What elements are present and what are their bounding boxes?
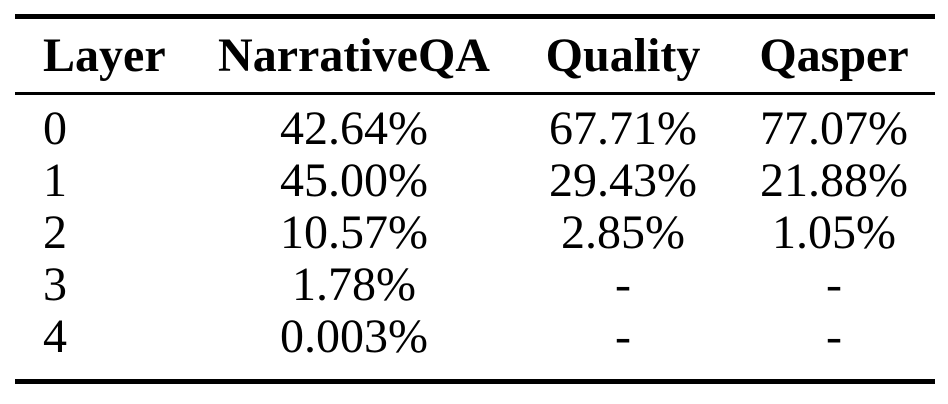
cell-qasper: 21.88% xyxy=(760,154,908,207)
cell-narrativeqa: 10.57% xyxy=(280,206,428,259)
column-header-layer: Layer xyxy=(15,16,195,95)
cell-layer: 4 xyxy=(43,310,67,363)
cell-quality: - xyxy=(615,258,631,311)
cell-narrativeqa: 42.64% xyxy=(280,102,428,155)
cell-narrativeqa: 1.78% xyxy=(292,258,416,311)
cell-narrativeqa: 45.00% xyxy=(280,154,428,207)
cell-qasper: - xyxy=(826,258,842,311)
table-container: Layer NarrativeQA Quality Qasper 0 42.64… xyxy=(15,14,935,384)
cell-layer: 3 xyxy=(43,258,67,311)
table-row: 2 10.57% 2.85% 1.05% xyxy=(15,207,935,259)
table-row: 0 42.64% 67.71% 77.07% xyxy=(15,94,935,156)
cell-quality: 29.43% xyxy=(549,154,697,207)
cell-narrativeqa: 0.003% xyxy=(280,310,428,363)
column-header-narrativeqa: NarrativeQA xyxy=(195,16,513,95)
cell-qasper: - xyxy=(826,310,842,363)
cell-layer: 2 xyxy=(43,206,67,259)
cell-layer: 1 xyxy=(43,154,67,207)
table-row: 1 45.00% 29.43% 21.88% xyxy=(15,155,935,207)
cell-quality: 2.85% xyxy=(561,206,685,259)
cell-layer: 0 xyxy=(43,102,67,155)
cell-quality: 67.71% xyxy=(549,102,697,155)
table-row: 3 1.78% - - xyxy=(15,259,935,311)
cell-qasper: 1.05% xyxy=(772,206,896,259)
layer-distribution-table: Layer NarrativeQA Quality Qasper 0 42.64… xyxy=(15,14,935,384)
cell-quality: - xyxy=(615,310,631,363)
cell-qasper: 77.07% xyxy=(760,102,908,155)
table-row: 4 0.003% - - xyxy=(15,311,935,382)
table-header-row: Layer NarrativeQA Quality Qasper xyxy=(15,16,935,95)
column-header-quality: Quality xyxy=(513,16,733,95)
column-header-qasper: Qasper xyxy=(733,16,935,95)
